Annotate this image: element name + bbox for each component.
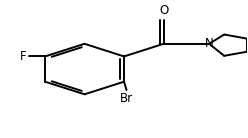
Text: O: O bbox=[159, 4, 168, 17]
Text: N: N bbox=[205, 37, 214, 50]
Text: F: F bbox=[20, 50, 27, 63]
Text: Br: Br bbox=[120, 92, 133, 105]
